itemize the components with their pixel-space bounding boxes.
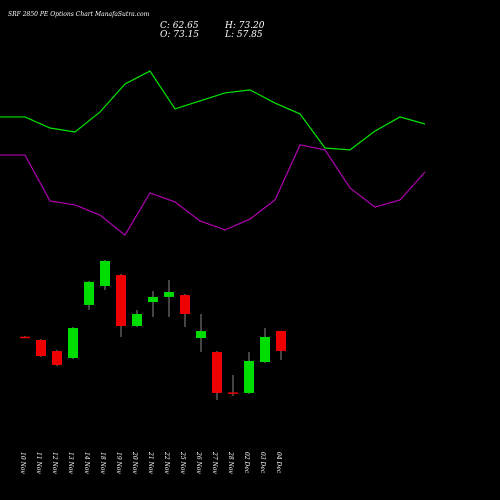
candle-body (196, 331, 206, 338)
indicator-line (0, 144, 426, 236)
x-tick-label: 26 Nov (195, 451, 202, 474)
x-tick-label: 21 Nov (147, 451, 154, 474)
candle-body (228, 392, 238, 394)
candle-body (20, 336, 30, 339)
x-tick-label: 12 Nov (51, 452, 58, 474)
x-tick-label: 04 Dec (275, 452, 282, 474)
close-label: C: 62.65 (160, 21, 199, 31)
candle-body (84, 281, 94, 305)
chart-title: SRF 2850 PE Options Chart ManafaSutra.co… (8, 11, 150, 18)
x-tick-label: 18 Nov (99, 452, 106, 474)
x-tick-label: 02 Dec (243, 452, 250, 474)
candle-body (52, 351, 62, 365)
x-tick-label: 28 Nov (227, 451, 234, 474)
x-tick-label: 27 Nov (211, 451, 218, 474)
x-tick-label: 11 Nov (35, 452, 42, 474)
x-tick-label: 13 Nov (67, 452, 74, 474)
x-tick-label: 25 Nov (179, 451, 186, 474)
candle-body (164, 292, 174, 297)
open-label: O: 73.15 (160, 30, 199, 40)
candle-body (180, 295, 190, 314)
candle-body (244, 360, 254, 393)
candle-body (260, 336, 270, 362)
candle-body (116, 275, 126, 326)
candle-body (132, 314, 142, 326)
x-tick-label: 19 Nov (115, 452, 122, 474)
candle-body (148, 296, 158, 302)
indicator-line (0, 70, 426, 151)
candle-body (68, 328, 78, 358)
x-tick-label: 14 Nov (83, 452, 90, 474)
candle-body (100, 260, 110, 286)
candle-body (276, 330, 286, 351)
x-tick-label: 22 Nov (163, 451, 170, 474)
candle-body (36, 340, 46, 356)
x-tick-label: 03 Dec (259, 452, 266, 474)
high-label: H: 73.20 (224, 21, 265, 31)
x-tick-label: 20 Nov (131, 451, 138, 474)
x-tick-label: 10 Nov (19, 452, 26, 474)
low-label: L: 57.85 (224, 30, 263, 40)
candle-body (212, 352, 222, 393)
